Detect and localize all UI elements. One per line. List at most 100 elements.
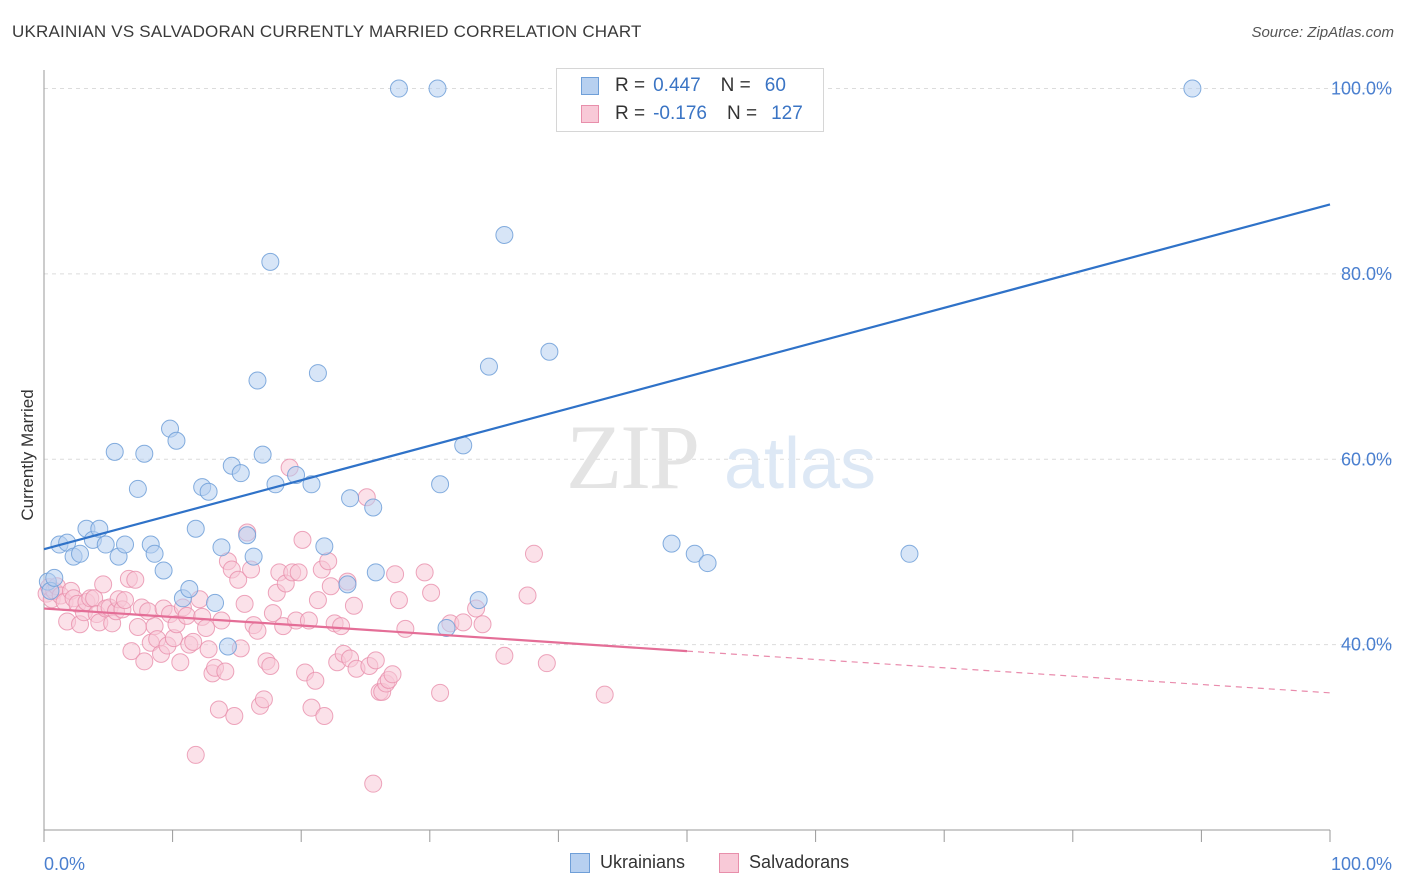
data-point-ukrainians (261, 252, 280, 271)
watermark-zip: ZIP (566, 406, 698, 508)
legend-label-ukrainians: Ukrainians (600, 852, 686, 872)
data-point-salvadorans (186, 745, 205, 764)
legend-n-label: N = (720, 75, 751, 96)
data-point-ukrainians (364, 498, 383, 517)
data-point-ukrainians (341, 489, 360, 508)
data-point-salvadorans (293, 530, 312, 549)
legend-r-label: R = (615, 103, 646, 124)
data-point-salvadorans (94, 575, 113, 594)
data-point-salvadorans (229, 570, 248, 589)
data-point-salvadorans (454, 613, 473, 632)
data-point-ukrainians (685, 544, 704, 563)
data-point-ukrainians (96, 535, 115, 554)
legend-row-salvadorans: R = -0.176 N = 127 (581, 101, 803, 127)
series-ukrainians (38, 79, 1202, 656)
data-point-salvadorans (537, 654, 556, 673)
data-point-salvadorans (184, 632, 203, 651)
data-point-salvadorans (524, 544, 543, 563)
data-point-salvadorans (126, 570, 145, 589)
data-point-salvadorans (122, 642, 141, 661)
data-point-salvadorans (422, 583, 441, 602)
legend-r-label: R = (615, 75, 646, 96)
data-point-salvadorans (289, 563, 308, 582)
data-point-ukrainians (206, 593, 225, 612)
correlation-legend: R = 0.447 N = 60 R = -0.176 N = 127 (556, 68, 824, 132)
y-axis-label: Currently Married (18, 389, 37, 521)
legend-label-salvadorans: Salvadorans (749, 852, 850, 872)
data-point-ukrainians (495, 225, 514, 244)
data-point-salvadorans (135, 652, 154, 671)
series-salvadorans (37, 458, 614, 793)
data-point-salvadorans (386, 565, 405, 584)
data-point-ukrainians (231, 464, 250, 483)
data-point-salvadorans (177, 606, 196, 625)
legend-swatch-salvadorans (581, 105, 599, 123)
data-point-salvadorans (315, 707, 334, 725)
data-point-salvadorans (235, 594, 254, 613)
x-tick-label: 100.0% (1331, 854, 1392, 874)
trend-line-ukrainians (43, 203, 1331, 551)
data-point-salvadorans (197, 618, 216, 637)
data-point-salvadorans (364, 774, 383, 793)
data-point-ukrainians (145, 544, 164, 563)
y-tick-label: 80.0% (1341, 264, 1392, 284)
data-point-salvadorans (263, 604, 282, 623)
data-point-salvadorans (199, 640, 218, 659)
data-point-ukrainians (479, 357, 498, 376)
data-point-salvadorans (473, 615, 492, 634)
data-point-salvadorans (248, 621, 267, 640)
data-point-salvadorans (225, 707, 244, 725)
data-point-ukrainians (308, 364, 327, 383)
data-point-ukrainians (212, 538, 231, 557)
data-point-salvadorans (595, 685, 614, 704)
legend-row-ukrainians: R = 0.447 N = 60 (581, 73, 786, 99)
data-point-salvadorans (389, 591, 408, 610)
data-point-ukrainians (105, 442, 124, 461)
data-point-ukrainians (698, 554, 717, 573)
data-point-salvadorans (431, 683, 450, 702)
data-point-salvadorans (254, 690, 273, 709)
data-point-salvadorans (415, 563, 434, 582)
data-point-ukrainians (116, 535, 135, 554)
data-point-ukrainians (1183, 79, 1202, 98)
legend-swatch-ukrainians (581, 77, 599, 95)
legend-item-ukrainians[interactable]: Ukrainians (570, 852, 685, 873)
data-point-ukrainians (431, 475, 450, 494)
data-point-ukrainians (180, 580, 199, 599)
legend-item-salvadorans[interactable]: Salvadorans (719, 852, 849, 873)
data-point-ukrainians (135, 444, 154, 463)
legend-swatch-salvadorans (719, 852, 740, 873)
data-point-ukrainians (428, 79, 447, 98)
data-point-ukrainians (167, 431, 186, 450)
legend-r-value: -0.176 (653, 103, 707, 124)
data-point-ukrainians (266, 475, 285, 494)
data-point-ukrainians (154, 561, 173, 580)
data-point-ukrainians (469, 591, 488, 610)
y-tick-label: 100.0% (1331, 79, 1392, 99)
data-point-salvadorans (261, 656, 280, 675)
data-point-ukrainians (244, 547, 263, 566)
trend-line-salvadorans-extension (686, 650, 1331, 694)
source-label: Source: ZipAtlas.com (1251, 24, 1394, 41)
data-point-ukrainians (900, 544, 919, 563)
data-point-ukrainians (253, 445, 272, 464)
data-point-salvadorans (319, 552, 338, 571)
data-point-salvadorans (308, 591, 327, 610)
data-point-salvadorans (383, 665, 402, 684)
trend-lines (43, 203, 1331, 694)
data-point-ukrainians (315, 537, 334, 556)
data-point-ukrainians (218, 637, 237, 656)
data-point-salvadorans (209, 700, 228, 719)
series-legend: Ukrainians Salvadorans (570, 852, 883, 873)
data-point-ukrainians (248, 371, 267, 390)
data-point-ukrainians (302, 475, 321, 494)
tick-labels: 40.0% 60.0% 80.0% 100.0% 0.0% 100.0% (44, 79, 1392, 874)
data-point-salvadorans (171, 653, 190, 672)
data-point-ukrainians (186, 519, 205, 538)
data-point-ukrainians (128, 479, 147, 498)
data-point-salvadorans (128, 618, 147, 637)
data-point-salvadorans (302, 698, 321, 717)
data-point-salvadorans (344, 596, 363, 615)
axes (43, 70, 1331, 842)
x-tick-label: 0.0% (44, 854, 85, 874)
